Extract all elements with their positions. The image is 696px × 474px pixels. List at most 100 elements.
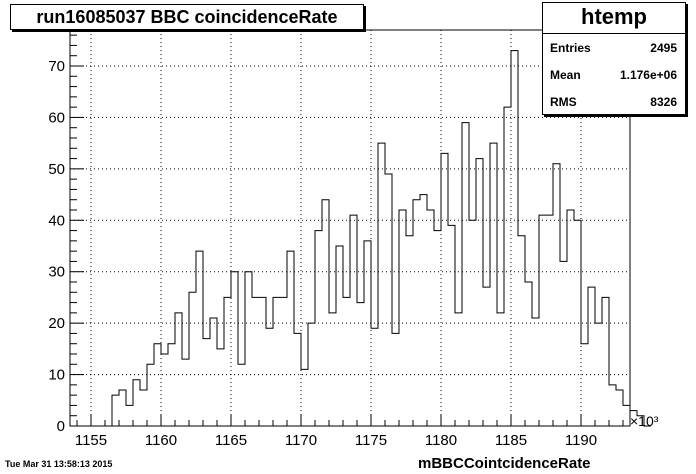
x-tick-label: 1165 [215, 432, 247, 449]
histogram-bin [602, 297, 609, 426]
y-tick-label: 30 [48, 264, 65, 281]
histogram-bin [483, 287, 490, 426]
histogram-bin [336, 246, 343, 426]
histogram-bin [399, 210, 406, 426]
y-tick-label: 10 [48, 367, 65, 384]
histogram-bin [154, 344, 161, 426]
stats-label: Mean [550, 68, 581, 82]
stats-value: 2495 [650, 41, 677, 55]
histogram-bin [448, 225, 455, 426]
histogram-bin [217, 349, 224, 426]
histogram-bin [490, 143, 497, 426]
histogram-bin [455, 313, 462, 426]
histogram-bin [413, 200, 420, 426]
histogram-bin [350, 215, 357, 426]
histogram-bin [574, 220, 581, 426]
histogram-bin [378, 143, 385, 426]
timestamp: Tue Mar 31 13:58:13 2015 [5, 459, 113, 469]
stats-box: htemp Entries 2495 Mean 1.176e+06 RMS 83… [542, 2, 686, 115]
plot-frame [69, 29, 631, 427]
histogram-bin [385, 174, 392, 426]
histogram-bin [266, 328, 273, 426]
y-tick-label: 60 [48, 109, 65, 126]
histogram-bin [441, 153, 448, 426]
histogram-bin [287, 251, 294, 426]
histogram-bin [371, 328, 378, 426]
histogram-bin [553, 164, 560, 426]
histogram-bin [434, 231, 441, 426]
x-tick-label: 1185 [495, 432, 527, 449]
y-tick-label: 70 [48, 58, 65, 75]
histogram-bin [196, 251, 203, 426]
y-axis: 0 10 20 30 40 50 60 70 [48, 34, 84, 435]
histogram-bin [427, 210, 434, 426]
histogram-bin [518, 236, 525, 426]
stats-row-entries: Entries 2495 [543, 34, 685, 61]
y-tick-label: 0 [57, 418, 65, 435]
histogram-bin [126, 405, 133, 426]
histogram-bin [504, 107, 511, 426]
histogram-bin [238, 364, 245, 426]
histogram-bin [525, 282, 532, 426]
histogram-bin [497, 313, 504, 426]
histogram-bin [147, 364, 154, 426]
x-multiplier-label: ×10³ [630, 413, 659, 429]
histogram-bin [476, 159, 483, 426]
stats-row-mean: Mean 1.176e+06 [543, 61, 685, 88]
x-tick-label: 1190 [565, 432, 597, 449]
histogram-bin [252, 297, 259, 426]
histogram-bin [210, 318, 217, 426]
histogram-bin [119, 390, 126, 426]
histogram-bin [231, 272, 238, 426]
x-axis-label: mBBCCointcidenceRate [418, 455, 591, 472]
histogram-bin [539, 215, 546, 426]
histogram-bin [133, 380, 140, 426]
histogram-bin [364, 241, 371, 426]
histogram [91, 50, 651, 427]
histogram-bin [329, 313, 336, 426]
histogram-bin [588, 287, 595, 426]
histogram-bin [280, 297, 287, 426]
x-tick-label: 1160 [145, 432, 177, 449]
histogram-bin [301, 369, 308, 426]
histogram-bin [609, 385, 616, 426]
stats-title: htemp [543, 3, 685, 34]
x-tick-label: 1175 [355, 432, 387, 449]
histogram-bin [392, 333, 399, 426]
histogram-bin [245, 272, 252, 426]
histogram-bin [357, 303, 364, 426]
histogram-bin [224, 297, 231, 426]
stats-value: 8326 [650, 95, 677, 109]
histogram-outline [91, 50, 651, 427]
x-tick-label: 1170 [285, 432, 317, 449]
histogram-bin [140, 390, 147, 426]
histogram-bin [406, 236, 413, 426]
stats-label: Entries [550, 41, 591, 55]
stats-label: RMS [550, 95, 577, 109]
stats-row-rms: RMS 8326 [543, 88, 685, 115]
histogram-bin [322, 200, 329, 426]
histogram-bin [203, 339, 210, 426]
stats-value: 1.176e+06 [619, 68, 677, 82]
histogram-bin [623, 405, 630, 426]
histogram-bin [175, 313, 182, 426]
histogram-bin [581, 344, 588, 426]
y-tick-label: 50 [48, 161, 65, 178]
histogram-bin [462, 123, 469, 426]
histogram-bin [189, 292, 196, 426]
x-tick-label: 1180 [425, 432, 457, 449]
histogram-bin [546, 215, 553, 426]
histogram-bin [560, 261, 567, 426]
histogram-bin [161, 354, 168, 426]
histogram-bin [315, 231, 322, 426]
x-tick-label: 1155 [75, 432, 107, 449]
histogram-bin [259, 297, 266, 426]
chart-title: run16085037 BBC coincidenceRate [10, 4, 364, 30]
histogram-bin [420, 195, 427, 426]
histogram-bin [511, 51, 518, 426]
histogram-bin [308, 323, 315, 426]
y-tick-label: 40 [48, 212, 65, 229]
histogram-bin [294, 333, 301, 426]
histogram-bin [168, 344, 175, 426]
